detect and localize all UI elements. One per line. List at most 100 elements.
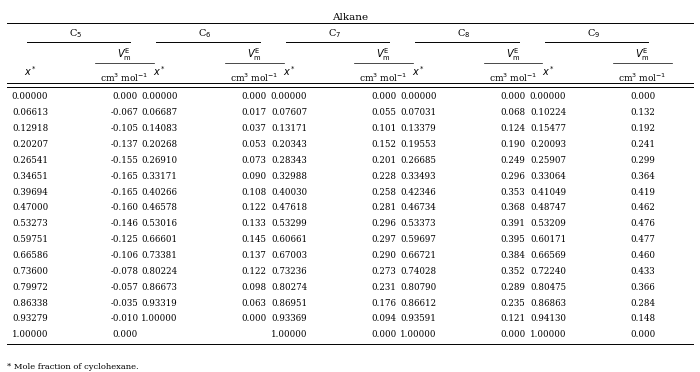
Text: 0.228: 0.228 bbox=[371, 172, 396, 181]
Text: $V_\mathrm{m}^\mathrm{E}$: $V_\mathrm{m}^\mathrm{E}$ bbox=[506, 46, 520, 62]
Text: 0.53299: 0.53299 bbox=[271, 219, 307, 228]
Text: 0.39694: 0.39694 bbox=[12, 187, 48, 196]
Text: 0.000: 0.000 bbox=[112, 93, 137, 102]
Text: 0.364: 0.364 bbox=[630, 172, 655, 181]
Text: 0.53016: 0.53016 bbox=[141, 219, 178, 228]
Text: $V_\mathrm{m}^\mathrm{E}$: $V_\mathrm{m}^\mathrm{E}$ bbox=[247, 46, 261, 62]
Text: 0.94130: 0.94130 bbox=[530, 314, 566, 323]
Text: 0.094: 0.094 bbox=[371, 314, 396, 323]
Text: 0.00000: 0.00000 bbox=[271, 93, 307, 102]
Text: 0.133: 0.133 bbox=[241, 219, 267, 228]
Text: 0.000: 0.000 bbox=[241, 93, 267, 102]
Text: 0.477: 0.477 bbox=[630, 235, 655, 244]
Text: 0.07607: 0.07607 bbox=[271, 108, 307, 117]
Text: 0.93279: 0.93279 bbox=[12, 314, 48, 323]
Text: 1.00000: 1.00000 bbox=[271, 330, 307, 339]
Text: -0.125: -0.125 bbox=[111, 235, 139, 244]
Text: 0.74028: 0.74028 bbox=[400, 267, 437, 276]
Text: 0.037: 0.037 bbox=[241, 124, 267, 133]
Text: 0.53273: 0.53273 bbox=[13, 219, 48, 228]
Text: 0.13379: 0.13379 bbox=[400, 124, 437, 133]
Text: 0.433: 0.433 bbox=[630, 267, 655, 276]
Text: 0.47000: 0.47000 bbox=[12, 203, 48, 212]
Text: 0.47618: 0.47618 bbox=[271, 203, 307, 212]
Text: 0.14083: 0.14083 bbox=[141, 124, 178, 133]
Text: 0.353: 0.353 bbox=[500, 187, 526, 196]
Text: * Mole fraction of cyclohexane.: * Mole fraction of cyclohexane. bbox=[7, 363, 139, 371]
Text: 0.101: 0.101 bbox=[371, 124, 396, 133]
Text: 0.93369: 0.93369 bbox=[272, 314, 307, 323]
Text: 0.460: 0.460 bbox=[630, 251, 655, 260]
Text: cm$^3$ mol$^{-1}$: cm$^3$ mol$^{-1}$ bbox=[230, 72, 279, 84]
Text: 0.137: 0.137 bbox=[241, 251, 267, 260]
Text: 0.20268: 0.20268 bbox=[141, 140, 178, 149]
Text: -0.155: -0.155 bbox=[111, 156, 139, 165]
Text: $x^*$: $x^*$ bbox=[153, 64, 166, 78]
Text: 0.297: 0.297 bbox=[371, 235, 396, 244]
Text: $V_\mathrm{m}^\mathrm{E}$: $V_\mathrm{m}^\mathrm{E}$ bbox=[118, 46, 132, 62]
Text: -0.057: -0.057 bbox=[111, 283, 139, 292]
Text: 0.80790: 0.80790 bbox=[400, 283, 437, 292]
Text: 1.00000: 1.00000 bbox=[141, 314, 178, 323]
Text: 0.068: 0.068 bbox=[500, 108, 526, 117]
Text: 0.42346: 0.42346 bbox=[400, 187, 437, 196]
Text: cm$^3$ mol$^{-1}$: cm$^3$ mol$^{-1}$ bbox=[359, 72, 408, 84]
Text: 0.000: 0.000 bbox=[241, 314, 267, 323]
Text: 0.46734: 0.46734 bbox=[400, 203, 437, 212]
Text: 0.00000: 0.00000 bbox=[530, 93, 566, 102]
Text: -0.165: -0.165 bbox=[111, 172, 139, 181]
Text: 0.000: 0.000 bbox=[500, 93, 526, 102]
Text: 0.289: 0.289 bbox=[500, 283, 526, 292]
Text: 0.122: 0.122 bbox=[241, 267, 267, 276]
Text: 0.72240: 0.72240 bbox=[530, 267, 566, 276]
Text: 0.148: 0.148 bbox=[630, 314, 655, 323]
Text: 0.201: 0.201 bbox=[371, 156, 396, 165]
Text: C$_7$: C$_7$ bbox=[328, 27, 341, 39]
Text: 0.231: 0.231 bbox=[371, 283, 396, 292]
Text: 0.66586: 0.66586 bbox=[12, 251, 48, 260]
Text: 0.15477: 0.15477 bbox=[530, 124, 566, 133]
Text: $x^*$: $x^*$ bbox=[412, 64, 425, 78]
Text: $x^*$: $x^*$ bbox=[283, 64, 295, 78]
Text: 0.25907: 0.25907 bbox=[530, 156, 566, 165]
Text: -0.105: -0.105 bbox=[111, 124, 139, 133]
Text: -0.146: -0.146 bbox=[111, 219, 139, 228]
Text: 0.258: 0.258 bbox=[371, 187, 396, 196]
Text: 0.055: 0.055 bbox=[371, 108, 396, 117]
Text: 0.299: 0.299 bbox=[630, 156, 655, 165]
Text: 0.00000: 0.00000 bbox=[141, 93, 178, 102]
Text: 0.80224: 0.80224 bbox=[141, 267, 178, 276]
Text: -0.106: -0.106 bbox=[111, 251, 139, 260]
Text: 0.28343: 0.28343 bbox=[271, 156, 307, 165]
Text: 0.249: 0.249 bbox=[500, 156, 526, 165]
Text: 0.121: 0.121 bbox=[500, 314, 526, 323]
Text: 0.000: 0.000 bbox=[371, 93, 396, 102]
Text: -0.160: -0.160 bbox=[111, 203, 139, 212]
Text: 0.391: 0.391 bbox=[500, 219, 526, 228]
Text: -0.165: -0.165 bbox=[111, 187, 139, 196]
Text: 0.241: 0.241 bbox=[630, 140, 655, 149]
Text: $V_\mathrm{m}^\mathrm{E}$: $V_\mathrm{m}^\mathrm{E}$ bbox=[636, 46, 650, 62]
Text: 0.73236: 0.73236 bbox=[272, 267, 307, 276]
Text: 0.053: 0.053 bbox=[241, 140, 267, 149]
Text: 0.384: 0.384 bbox=[500, 251, 526, 260]
Text: 0.93319: 0.93319 bbox=[141, 298, 178, 308]
Text: C$_9$: C$_9$ bbox=[587, 27, 600, 39]
Text: 0.20343: 0.20343 bbox=[271, 140, 307, 149]
Text: 0.000: 0.000 bbox=[112, 330, 137, 339]
Text: 0.152: 0.152 bbox=[371, 140, 396, 149]
Text: cm$^3$ mol$^{-1}$: cm$^3$ mol$^{-1}$ bbox=[489, 72, 538, 84]
Text: 0.26685: 0.26685 bbox=[400, 156, 437, 165]
Text: 1.00000: 1.00000 bbox=[12, 330, 48, 339]
Text: 0.86338: 0.86338 bbox=[12, 298, 48, 308]
Text: cm$^3$ mol$^{-1}$: cm$^3$ mol$^{-1}$ bbox=[618, 72, 667, 84]
Text: 0.108: 0.108 bbox=[241, 187, 267, 196]
Text: 0.145: 0.145 bbox=[241, 235, 267, 244]
Text: 0.66721: 0.66721 bbox=[400, 251, 437, 260]
Text: 0.20093: 0.20093 bbox=[530, 140, 566, 149]
Text: 0.00000: 0.00000 bbox=[12, 93, 48, 102]
Text: 0.000: 0.000 bbox=[630, 330, 655, 339]
Text: 0.86673: 0.86673 bbox=[141, 283, 178, 292]
Text: 0.33493: 0.33493 bbox=[401, 172, 436, 181]
Text: 0.66601: 0.66601 bbox=[141, 235, 178, 244]
